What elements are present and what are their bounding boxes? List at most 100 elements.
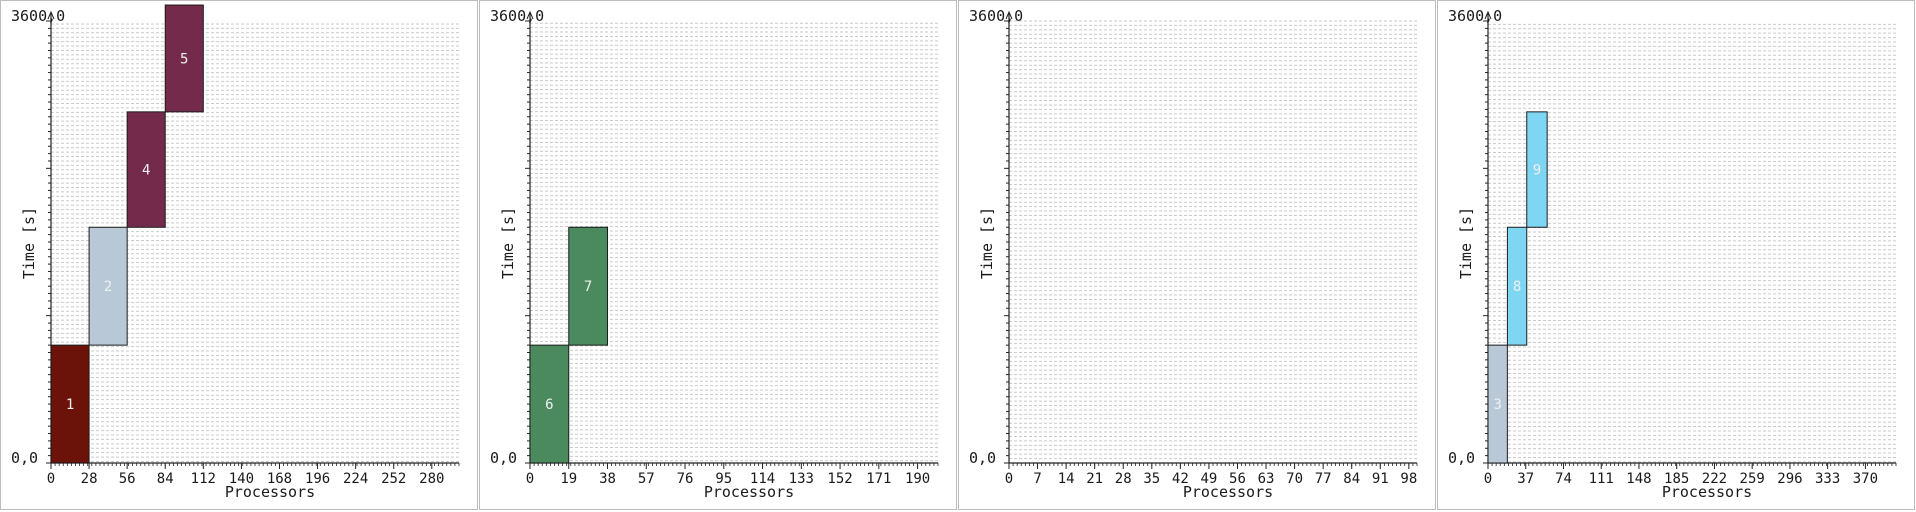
x-tick-label: 296 (1777, 471, 1802, 487)
x-tick-label: 112 (191, 471, 216, 487)
x-tick-label: 38 (599, 471, 616, 487)
y-max-label: 3600,0 (11, 7, 65, 25)
y-axis-label: Time [s] (20, 207, 38, 279)
job-bar-1[interactable] (50, 344, 90, 464)
x-minor-ticks (1008, 463, 1418, 466)
job-label: 3 (1493, 397, 1501, 413)
job-label: 7 (584, 279, 592, 295)
x-tick-label: 28 (1115, 471, 1132, 487)
processor-grid (1009, 20, 1417, 460)
x-tick-label: 77 (1315, 471, 1332, 487)
x-minor-ticks (1487, 463, 1897, 466)
job-bar-2[interactable] (88, 226, 128, 346)
x-tick-label: 190 (905, 471, 930, 487)
jobs: 3 8 9 (1487, 111, 1548, 464)
x-tick-label: 222 (1702, 471, 1727, 487)
job-bar-3[interactable] (1487, 344, 1508, 464)
chart-panel-1: 0 28 56 84 112 140 168 196 224 252 280 3600,0 0,0 Pro… (0, 0, 478, 510)
job-label: 5 (180, 51, 188, 67)
y-axis-arrow-icon (1484, 10, 1492, 20)
x-tick-label: 63 (1258, 471, 1275, 487)
job-label: 2 (104, 279, 112, 295)
x-tick-labels: 0 28 56 84 112 140 168 196 224 252 280 (47, 463, 444, 487)
x-tick-label: 370 (1853, 471, 1878, 487)
y-minor-ticks (525, 20, 530, 464)
x-tick-label: 168 (267, 471, 292, 487)
x-tick-label: 84 (1343, 471, 1360, 487)
x-tick-label: 7 (1033, 471, 1041, 487)
x-tick-label: 252 (381, 471, 406, 487)
x-tick-label: 56 (119, 471, 136, 487)
origin-label: 0,0 (969, 449, 996, 467)
y-axis-arrow-icon (526, 10, 534, 20)
x-tick-label: 56 (1229, 471, 1246, 487)
y-axis-arrow-icon (1005, 10, 1013, 20)
chart-svg-4: 0 37 74 111 148 185 222 259 296 333 370 3600,0 0,0 Pr… (1448, 7, 1897, 501)
processor-grid (1488, 23, 1896, 463)
x-tick-labels: 0 37 74 111 148 185 222 259 296 333 370 (1484, 463, 1878, 487)
origin-label: 0,0 (490, 449, 517, 467)
x-tick-labels: 0 7 14 21 28 35 42 49 56 63 70 77 84 91 98 (1005, 463, 1417, 487)
x-minor-ticks (529, 463, 939, 466)
y-axis-label: Time [s] (1457, 207, 1475, 279)
job-label: 9 (1533, 163, 1541, 179)
x-tick-label: 37 (1517, 471, 1534, 487)
x-tick-label: 14 (1058, 471, 1075, 487)
y-max-label: 3600,0 (969, 7, 1023, 25)
job-bar-9[interactable] (1526, 111, 1548, 228)
x-tick-label: 74 (1555, 471, 1572, 487)
y-axis-label: Time [s] (978, 207, 996, 279)
x-tick-label: 333 (1815, 471, 1840, 487)
chart-panel-3: 0 7 14 21 28 35 42 49 56 63 70 77 84 91 98 3600,0 0,0 Pro… (958, 0, 1436, 510)
x-tick-label: 224 (343, 471, 368, 487)
job-label: 1 (66, 397, 74, 413)
chart-panel-2: 0 19 38 57 76 95 114 133 152 171 190 3600,0 0,0 Proce… (479, 0, 957, 510)
x-tick-label: 259 (1740, 471, 1765, 487)
chart-svg-2: 0 19 38 57 76 95 114 133 152 171 1903600,00,0Proce… (490, 7, 939, 501)
x-tick-label: 19 (560, 471, 577, 487)
x-tick-label: 70 (1286, 471, 1303, 487)
x-tick-label: 185 (1664, 471, 1689, 487)
y-minor-ticks (46, 20, 51, 464)
x-tick-label: 98 (1400, 471, 1417, 487)
x-tick-label: 95 (715, 471, 732, 487)
x-axis-label: Processors (225, 483, 315, 501)
x-tick-label: 171 (866, 471, 891, 487)
job-label: 8 (1513, 279, 1521, 295)
x-tick-label: 42 (1172, 471, 1189, 487)
chart-panel-4: 0 37 74 111 148 185 222 259 296 333 370 3600,0 0,0 Pr… (1437, 0, 1915, 510)
x-tick-label: 49 (1200, 471, 1217, 487)
job-bar-8[interactable] (1506, 226, 1528, 346)
x-tick-label: 76 (677, 471, 694, 487)
chart-svg-3: 0 7 14 21 28 35 42 49 56 63 70 77 84 91 98 3600,0 0,0 Pro… (969, 7, 1418, 501)
x-tick-label: 91 (1372, 471, 1389, 487)
job-bar-4[interactable] (126, 111, 166, 228)
x-tick-label: 152 (827, 471, 852, 487)
x-minor-ticks (50, 463, 460, 466)
job-label: 6 (545, 397, 553, 413)
x-tick-label: 133 (789, 471, 814, 487)
x-tick-label: 35 (1143, 471, 1160, 487)
y-minor-ticks (1483, 20, 1488, 464)
x-tick-label: 0 (1005, 471, 1013, 487)
y-max-label: 3600,0 (1448, 7, 1502, 25)
y-axis-arrow-icon (47, 10, 55, 20)
job-bar-6[interactable] (529, 344, 570, 464)
x-tick-label: 196 (305, 471, 330, 487)
x-axis-label: Processors (704, 483, 794, 501)
x-axis-label: Processors (1662, 483, 1752, 501)
job-label: 4 (142, 163, 150, 179)
x-tick-label: 148 (1626, 471, 1651, 487)
x-tick-label: 0 (526, 471, 534, 487)
x-tick-label: 28 (81, 471, 98, 487)
job-bar-5[interactable] (164, 4, 204, 113)
jobs: 67 (529, 226, 609, 464)
x-tick-label: 21 (1086, 471, 1103, 487)
jobs: 1 2 4 5 (50, 4, 204, 464)
job-bar-7[interactable] (568, 226, 609, 346)
x-tick-label: 114 (750, 471, 775, 487)
y-minor-ticks (1004, 20, 1009, 464)
x-tick-label: 84 (157, 471, 174, 487)
origin-label: 0,0 (11, 449, 38, 467)
origin-label: 0,0 (1448, 449, 1475, 467)
